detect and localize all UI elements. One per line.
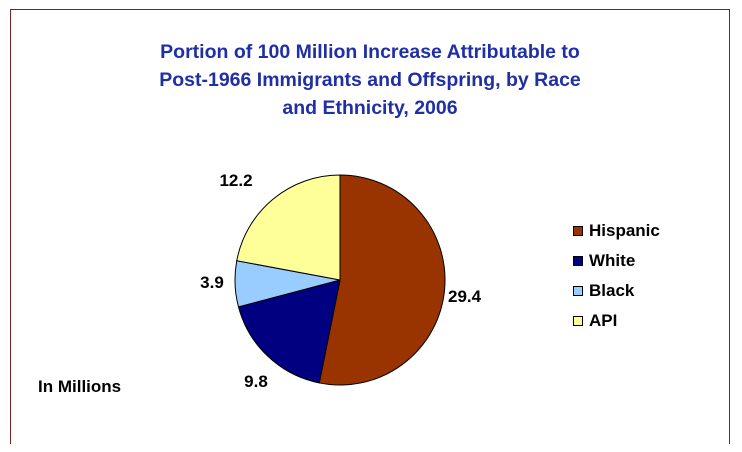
units-note: In Millions <box>38 377 122 396</box>
legend-label-api: API <box>589 311 618 330</box>
legend-label-black: Black <box>589 281 635 300</box>
legend-item-black: Black <box>573 276 660 306</box>
data-label-hispanic: 29.4 <box>448 287 482 306</box>
legend-swatch-white <box>573 256 583 266</box>
chart-title: Portion of 100 Million Increase Attribut… <box>70 38 670 122</box>
legend-swatch-api <box>573 316 583 326</box>
legend-item-white: White <box>573 246 660 276</box>
legend-item-api: API <box>573 306 660 336</box>
legend-swatch-hispanic <box>573 226 583 236</box>
chart-title-line-2: Post-1966 Immigrants and Offspring, by R… <box>159 69 581 91</box>
data-label-white: 9.8 <box>244 372 268 391</box>
chart-frame <box>10 9 730 444</box>
legend-item-hispanic: Hispanic <box>573 216 660 246</box>
legend-label-hispanic: Hispanic <box>589 221 660 240</box>
data-label-black: 3.9 <box>200 273 224 292</box>
pie-slice-white <box>237 279 341 384</box>
legend-swatch-black <box>573 286 583 296</box>
data-label-api: 12.2 <box>219 171 252 190</box>
chart-title-line-3: and Ethnicity, 2006 <box>282 97 458 119</box>
pie-slice-api <box>236 174 341 281</box>
pie-slice-hispanic <box>318 174 446 386</box>
legend-label-white: White <box>589 251 636 270</box>
legend: Hispanic White Black API <box>573 216 660 336</box>
chart-title-line-1: Portion of 100 Million Increase Attribut… <box>160 41 580 63</box>
